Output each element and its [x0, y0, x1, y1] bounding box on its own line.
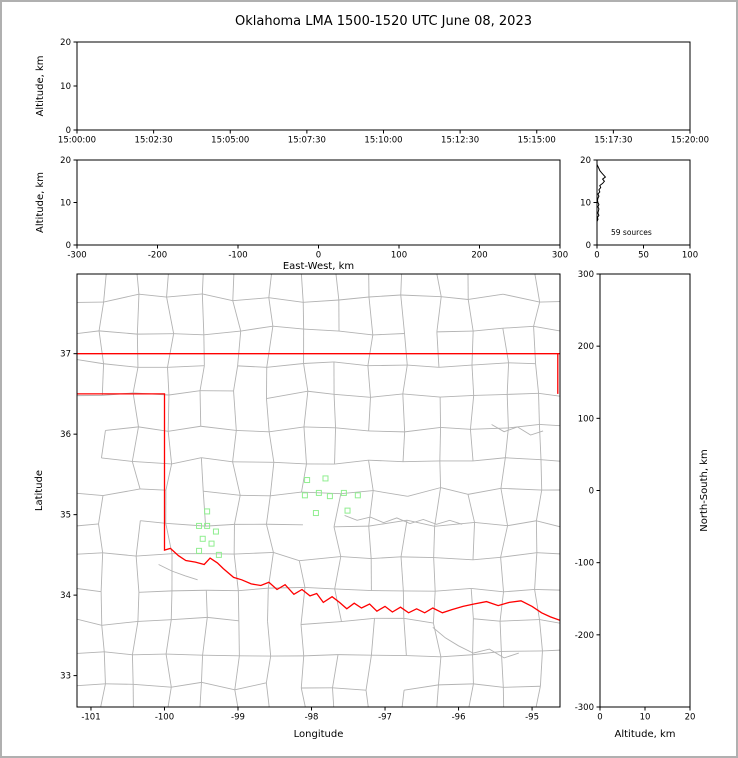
lightning-source-marker [344, 507, 351, 514]
y-tick-label: -100 [575, 559, 594, 569]
altitude-histogram-panel: 0 50 100 0 10 20 59 sources [580, 156, 698, 261]
y-axis-label: Altitude, km [35, 56, 46, 117]
river-line [432, 626, 519, 659]
lightning-source-marker [315, 489, 322, 496]
river-line [491, 424, 544, 436]
y-tick-label: 34 [60, 591, 71, 601]
y-tick-label: 35 [60, 511, 71, 521]
x-tick-label: 15:07:30 [288, 136, 326, 146]
x-tick-label: 15:17:30 [594, 136, 632, 146]
y-tick-label: 300 [578, 270, 594, 280]
y-axis-label: Latitude [34, 470, 45, 511]
x-tick-label: 20 [685, 713, 696, 723]
lightning-source-marker [301, 492, 308, 499]
north-south-height-panel: 0 10 20 -300 -200 -100 0 100 200 300 Altitude, km N… [575, 270, 710, 740]
x-tick-label: 0 [594, 251, 599, 261]
lightning-source-marker [326, 493, 333, 500]
x-axis-label: Altitude, km [615, 729, 676, 740]
y-tick-label: 20 [60, 38, 71, 48]
river-line [344, 514, 463, 525]
time-height-panel: 15:00:00 15:02:30 15:05:00 15:07:30 15:10:00… [35, 38, 709, 146]
x-tick-label: 15:20:00 [671, 136, 709, 146]
x-tick-label: 15:12:30 [441, 136, 479, 146]
east-west-height-frame [76, 159, 561, 246]
lightning-source-marker [196, 522, 203, 529]
y-axis-label: Altitude, km [35, 172, 46, 233]
lightning-source-marker [312, 510, 319, 517]
y-axis-label: North-South, km [699, 449, 710, 532]
y-tick-label: 100 [578, 414, 594, 424]
y-tick-label: 0 [586, 241, 591, 251]
lightning-source-marker [354, 492, 361, 499]
x-tick-label: 15:15:00 [518, 136, 556, 146]
x-tick-label: 10 [640, 713, 651, 723]
x-tick-label: 0 [597, 713, 602, 723]
lightning-source-marker [322, 475, 329, 482]
x-tick-label: 15:05:00 [211, 136, 249, 146]
x-tick-label: -97 [378, 713, 392, 723]
y-tick-label: 0 [589, 487, 594, 497]
y-tick-label: 33 [60, 672, 71, 682]
x-axis-label: East-West, km [283, 261, 354, 272]
x-tick-label: -101 [81, 713, 100, 723]
source-count-annotation: 59 sources [611, 228, 652, 237]
y-tick-label: 20 [580, 156, 591, 166]
y-tick-label: 36 [60, 430, 71, 440]
lightning-sources [196, 475, 361, 558]
x-tick-label: -300 [67, 251, 86, 261]
time-height-frame [76, 41, 691, 131]
lightning-source-marker [212, 528, 219, 535]
lightning-source-marker [340, 489, 347, 496]
y-tick-label: 20 [60, 156, 71, 166]
x-tick-label: 50 [638, 251, 649, 261]
x-tick-label: -98 [305, 713, 319, 723]
x-tick-label: -95 [525, 713, 539, 723]
plan-view-frame [76, 273, 561, 708]
x-tick-label: 15:02:30 [135, 136, 173, 146]
x-tick-label: -96 [452, 713, 466, 723]
x-axis-label: Longitude [294, 729, 344, 740]
x-tick-label: 0 [316, 251, 321, 261]
figure-title: Oklahoma LMA 1500-1520 UTC June 08, 2023 [234, 14, 532, 29]
oklahoma-state-border [77, 393, 560, 622]
plan-view-panel: -101 -100 -99 -98 -97 -96 -95 33 34 35 36 37 Longitu… [34, 273, 561, 740]
x-tick-label: -100 [155, 713, 174, 723]
lightning-source-marker [196, 547, 203, 554]
east-west-height-panel: -300 -200 -100 0 100 200 300 0 10 20 Altitude, km E… [35, 156, 568, 272]
y-tick-label: 10 [580, 199, 591, 209]
y-tick-label: 10 [60, 199, 71, 209]
river-line [158, 564, 198, 581]
source-altitude-profile [596, 164, 607, 245]
lightning-source-marker [204, 508, 211, 515]
y-tick-label: 200 [578, 342, 594, 352]
lightning-source-marker [215, 551, 222, 558]
lightning-source-marker [199, 535, 206, 542]
y-tick-label: -200 [575, 631, 594, 641]
y-tick-label: -300 [575, 703, 594, 713]
north-south-height-frame [599, 273, 691, 708]
x-tick-label: 15:00:00 [58, 136, 96, 146]
lightning-source-marker [208, 540, 215, 547]
map-content [77, 274, 560, 707]
x-tick-label: 300 [552, 251, 568, 261]
x-tick-label: -200 [148, 251, 167, 261]
x-tick-label: 15:10:00 [364, 136, 402, 146]
y-tick-label: 37 [60, 350, 71, 360]
y-tick-label: 0 [66, 126, 71, 136]
x-tick-label: -100 [228, 251, 247, 261]
x-tick-label: 100 [682, 251, 698, 261]
x-tick-label: 100 [391, 251, 407, 261]
x-tick-label: 200 [471, 251, 487, 261]
lightning-source-marker [304, 477, 311, 484]
lightning-source-marker [204, 522, 211, 529]
y-tick-label: 0 [66, 241, 71, 251]
y-tick-label: 10 [60, 82, 71, 92]
county-boundaries [77, 274, 560, 707]
x-tick-label: -99 [231, 713, 245, 723]
